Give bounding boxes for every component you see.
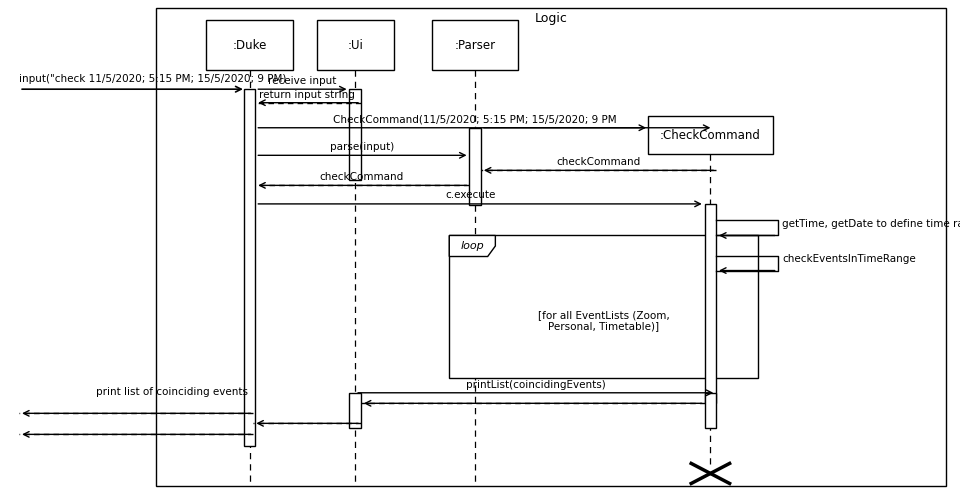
Bar <box>244 89 255 446</box>
Polygon shape <box>449 235 495 257</box>
Text: :CheckCommand: :CheckCommand <box>660 129 761 142</box>
Text: receive input: receive input <box>268 76 337 86</box>
Bar <box>317 20 394 70</box>
Bar <box>206 20 293 70</box>
Bar <box>432 20 518 70</box>
Text: checkEventsInTimeRange: checkEventsInTimeRange <box>782 254 916 264</box>
Text: loop: loop <box>461 241 484 251</box>
Text: getTime, getDate to define time range: getTime, getDate to define time range <box>782 219 960 229</box>
Text: :Parser: :Parser <box>455 39 495 52</box>
Bar <box>705 393 716 428</box>
Bar <box>156 8 946 486</box>
Text: :Duke: :Duke <box>232 39 267 52</box>
Text: Logic: Logic <box>535 12 567 25</box>
Bar <box>449 235 758 378</box>
Text: [for all EventLists (Zoom,
Personal, Timetable)]: [for all EventLists (Zoom, Personal, Tim… <box>538 310 670 332</box>
Text: checkCommand: checkCommand <box>320 172 404 182</box>
Text: CheckCommand(11/5/2020; 5:15 PM; 15/5/2020; 9 PM: CheckCommand(11/5/2020; 5:15 PM; 15/5/20… <box>333 114 617 124</box>
Text: c.execute: c.execute <box>445 190 495 200</box>
Text: parse(input): parse(input) <box>330 142 394 152</box>
Text: printList(coincidingEvents): printList(coincidingEvents) <box>466 380 606 390</box>
Bar <box>648 117 773 154</box>
Text: print list of coinciding events: print list of coinciding events <box>96 387 248 397</box>
Bar <box>349 393 361 428</box>
Text: checkCommand: checkCommand <box>556 157 640 167</box>
Text: input("check 11/5/2020; 5:15 PM; 15/5/2020; 9 PM): input("check 11/5/2020; 5:15 PM; 15/5/20… <box>19 74 287 84</box>
Bar <box>469 128 481 205</box>
Bar <box>349 89 361 180</box>
Text: :Ui: :Ui <box>348 39 363 52</box>
Text: return input string: return input string <box>259 90 355 100</box>
Bar <box>705 204 716 403</box>
